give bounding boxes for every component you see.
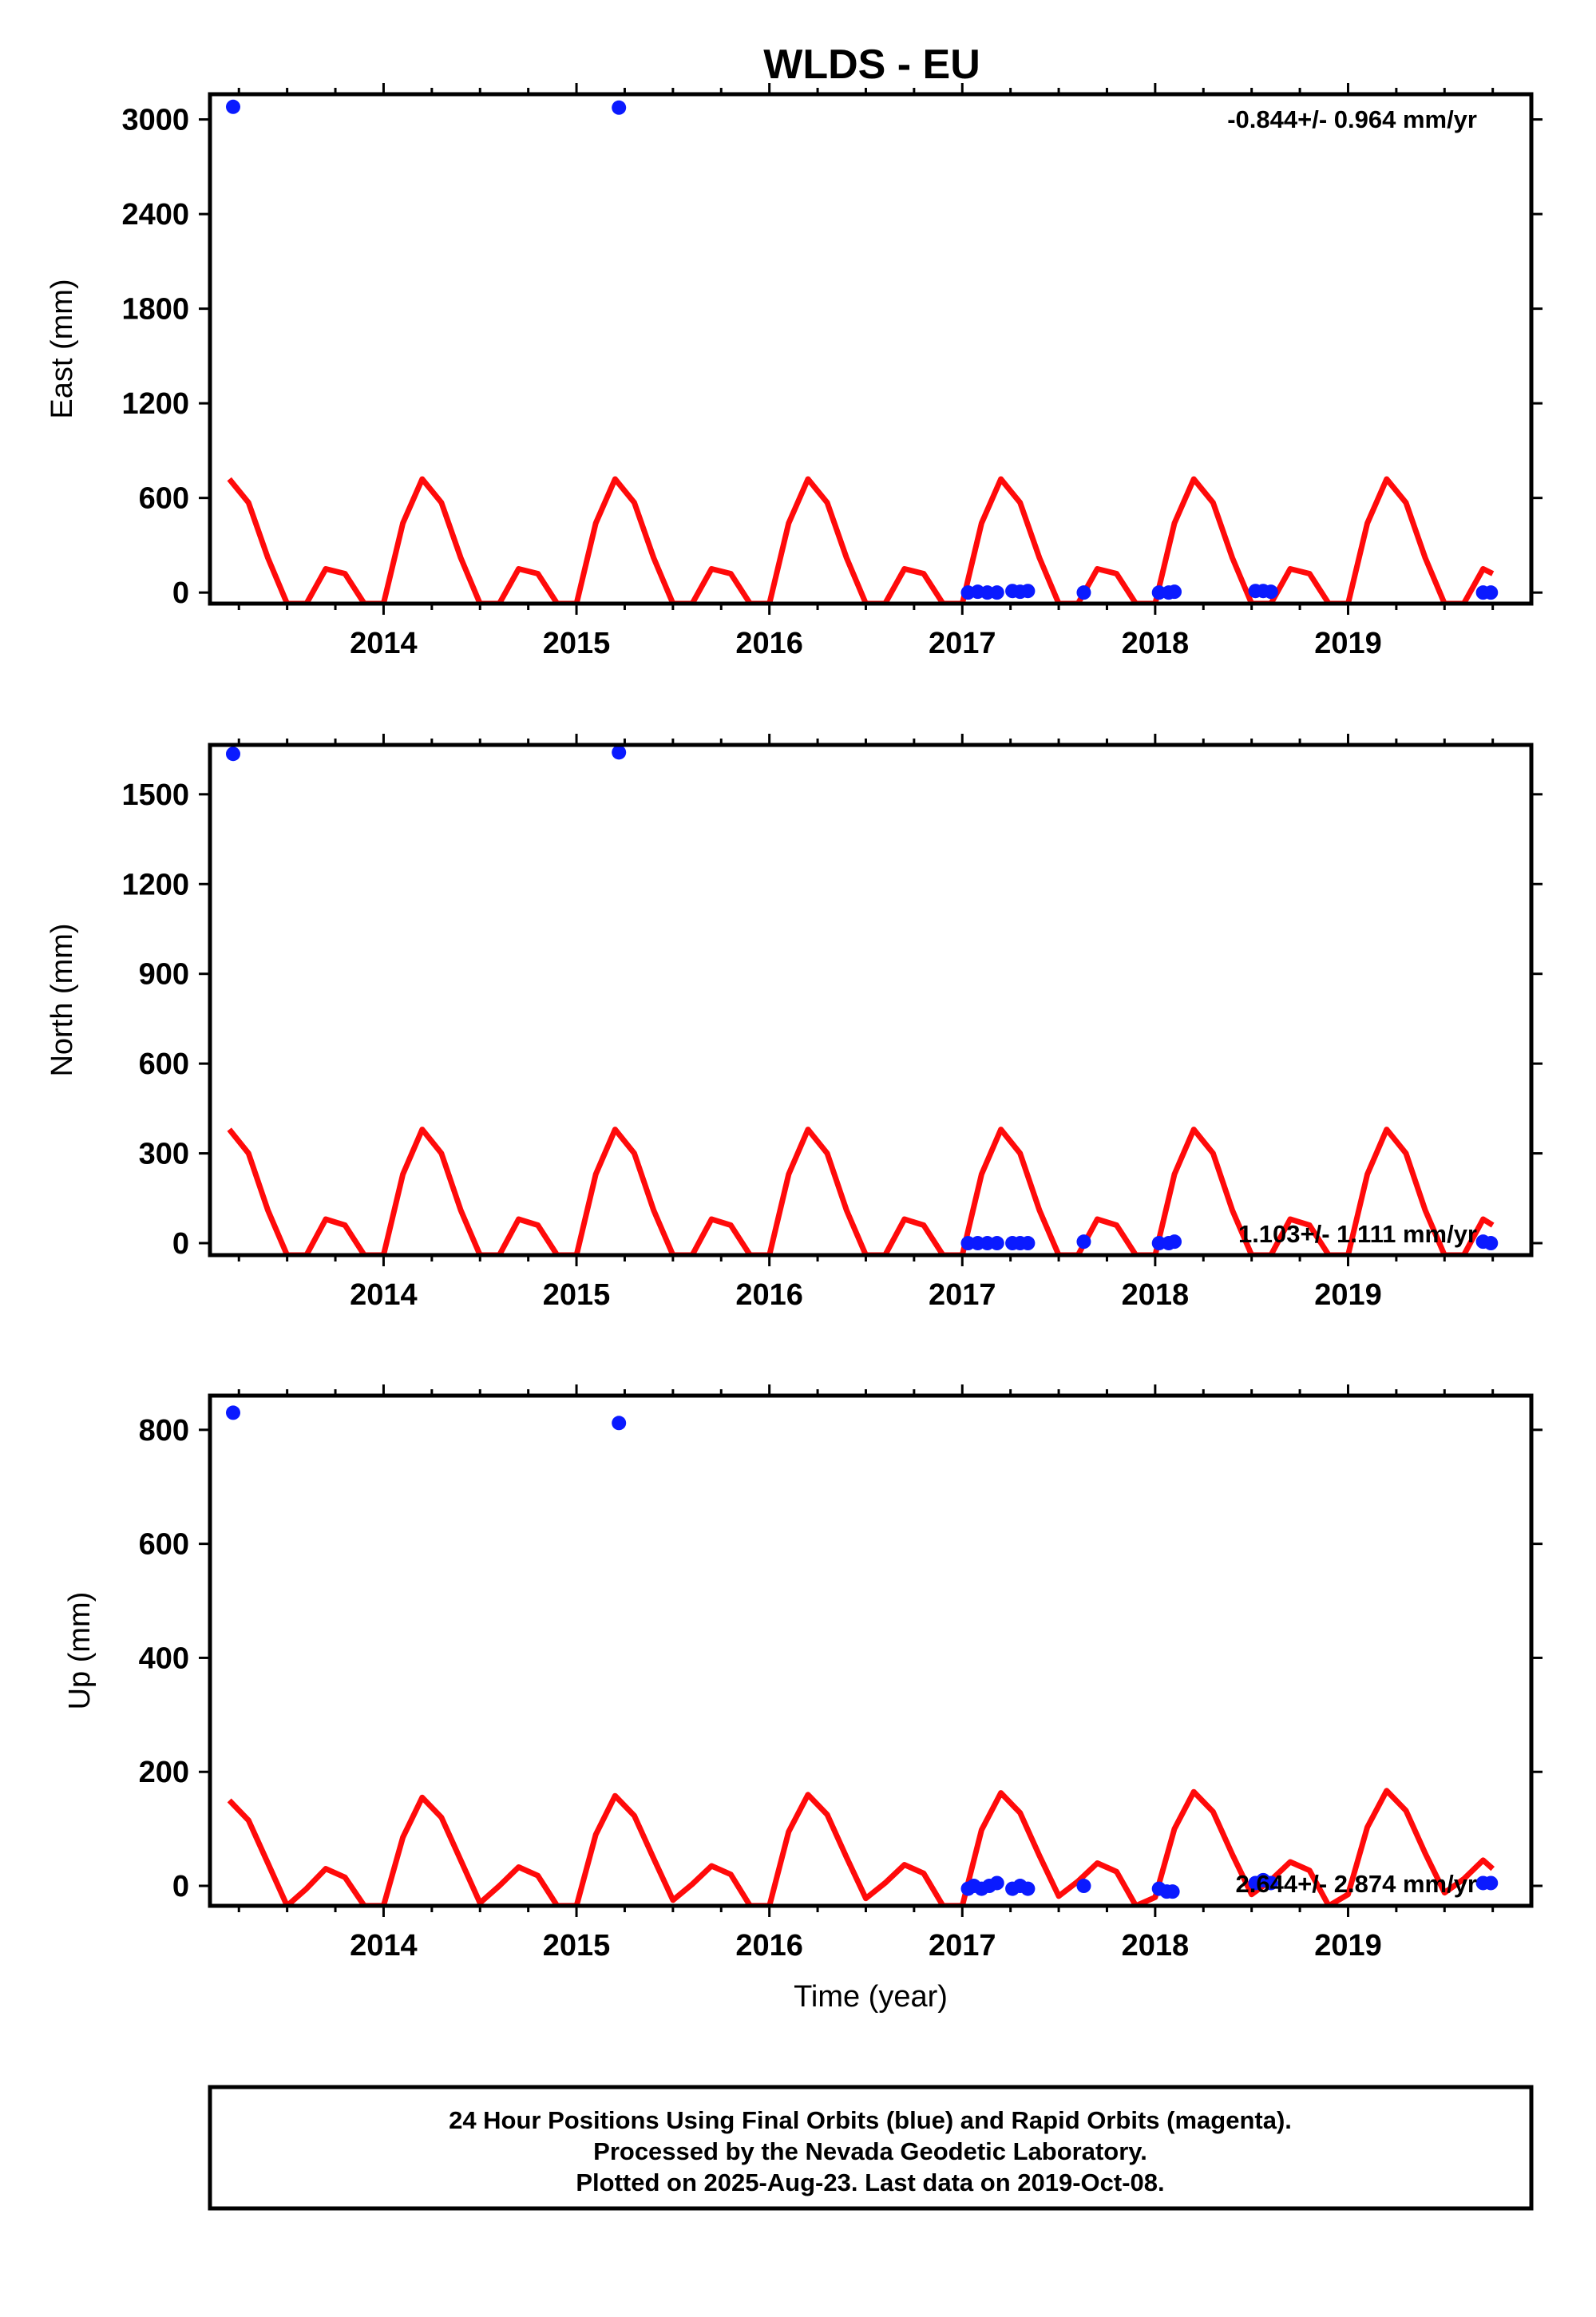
footer-line-2: Processed by the Nevada Geodetic Laborat… [593, 2137, 1147, 2165]
y-tick-label: 1200 [121, 387, 189, 421]
y-axis-label: North (mm) [46, 923, 79, 1076]
x-tick-label: 2014 [350, 1929, 418, 1963]
y-tick-label: 1200 [121, 868, 189, 901]
x-tick-label: 2017 [929, 1278, 996, 1312]
data-point [612, 100, 627, 115]
data-point [1167, 1234, 1182, 1250]
y-tick-label: 600 [139, 1528, 189, 1562]
plot-frame [208, 1393, 1534, 1908]
y-axis-label: Up (mm) [63, 1592, 97, 1710]
y-tick-label: 1800 [121, 293, 189, 327]
data-point [1483, 585, 1499, 600]
y-axis-label: East (mm) [46, 279, 79, 418]
y-tick-label: 3000 [121, 104, 189, 137]
data-point [612, 745, 627, 760]
data-point [989, 1875, 1004, 1891]
model-curve [227, 1788, 1495, 1906]
y-tick-label: 900 [139, 958, 189, 992]
data-point [1165, 1884, 1180, 1899]
data-point [1076, 1234, 1091, 1250]
data-point [1483, 1875, 1499, 1891]
plot-frame [208, 743, 1534, 1258]
plot-frame [208, 92, 1534, 606]
figure-title: WLDS - EU [763, 42, 980, 88]
x-tick-label: 2017 [929, 1929, 996, 1963]
x-tick-label: 2016 [735, 627, 803, 660]
x-tick-label: 2015 [543, 1929, 611, 1963]
model-curve [227, 1127, 1495, 1255]
x-tick-label: 2015 [543, 627, 611, 660]
y-tick-label: 0 [172, 576, 189, 610]
x-tick-label: 2018 [1122, 1929, 1190, 1963]
y-tick-label: 2400 [121, 198, 189, 232]
y-tick-label: 400 [139, 1642, 189, 1675]
x-tick-label: 2018 [1122, 627, 1190, 660]
data-point [1167, 584, 1182, 600]
y-tick-label: 600 [139, 482, 189, 516]
model-curve [227, 476, 1495, 604]
y-tick-label: 0 [172, 1227, 189, 1261]
x-tick-label: 2015 [543, 1278, 611, 1312]
data-point [1483, 1236, 1499, 1251]
x-tick-label: 2017 [929, 627, 996, 660]
data-point [1020, 1236, 1036, 1251]
y-tick-label: 600 [139, 1048, 189, 1081]
x-tick-label: 2019 [1314, 1278, 1382, 1312]
footer-box: 24 Hour Positions Using Final Orbits (bl… [208, 2085, 1534, 2211]
footer-line-1: 24 Hour Positions Using Final Orbits (bl… [449, 2106, 1292, 2134]
x-axis-label: Time (year) [794, 1980, 948, 2014]
y-tick-label: 200 [139, 1756, 189, 1789]
x-tick-label: 2019 [1314, 627, 1382, 660]
y-tick-label: 0 [172, 1870, 189, 1903]
y-tick-label: 300 [139, 1138, 189, 1171]
up-panel: 2014 2015 2016 2017 2018 2019 0 200 400 600 800 Up … [63, 1384, 1543, 2014]
x-tick-label: 2016 [735, 1278, 803, 1312]
data-point [1263, 584, 1278, 600]
data-point [989, 1236, 1004, 1251]
x-tick-label: 2014 [350, 1278, 418, 1312]
data-point [612, 1416, 627, 1431]
y-tick-label: 800 [139, 1414, 189, 1448]
x-tick-label: 2016 [735, 1929, 803, 1963]
data-point [1263, 1875, 1278, 1891]
data-point [1020, 1881, 1036, 1896]
x-tick-label: 2018 [1122, 1278, 1190, 1312]
x-tick-label: 2014 [350, 627, 418, 660]
footer-line-3: Plotted on 2025-Aug-23. Last data on 201… [576, 2168, 1164, 2196]
data-point [989, 585, 1004, 600]
data-point [1020, 584, 1036, 599]
rate-annotation: 2.644+/- 2.874 mm/yr [1236, 1870, 1477, 1898]
rate-annotation: 1.103+/- 1.111 mm/yr [1238, 1220, 1477, 1248]
rate-annotation: -0.844+/- 0.964 mm/yr [1227, 105, 1477, 133]
data-point [225, 99, 240, 114]
data-point [1076, 585, 1091, 600]
data-point [1076, 1879, 1091, 1894]
north-panel: 2014 2015 2016 2017 2018 2019 0 300 600 900 1200 15… [46, 734, 1543, 1312]
data-point [225, 747, 240, 762]
y-tick-label: 1500 [121, 778, 189, 812]
x-tick-label: 2019 [1314, 1929, 1382, 1963]
data-point [225, 1405, 240, 1420]
east-panel: 2014 2015 2016 2017 2018 2019 0 600 1200 1800 2400… [46, 83, 1543, 660]
